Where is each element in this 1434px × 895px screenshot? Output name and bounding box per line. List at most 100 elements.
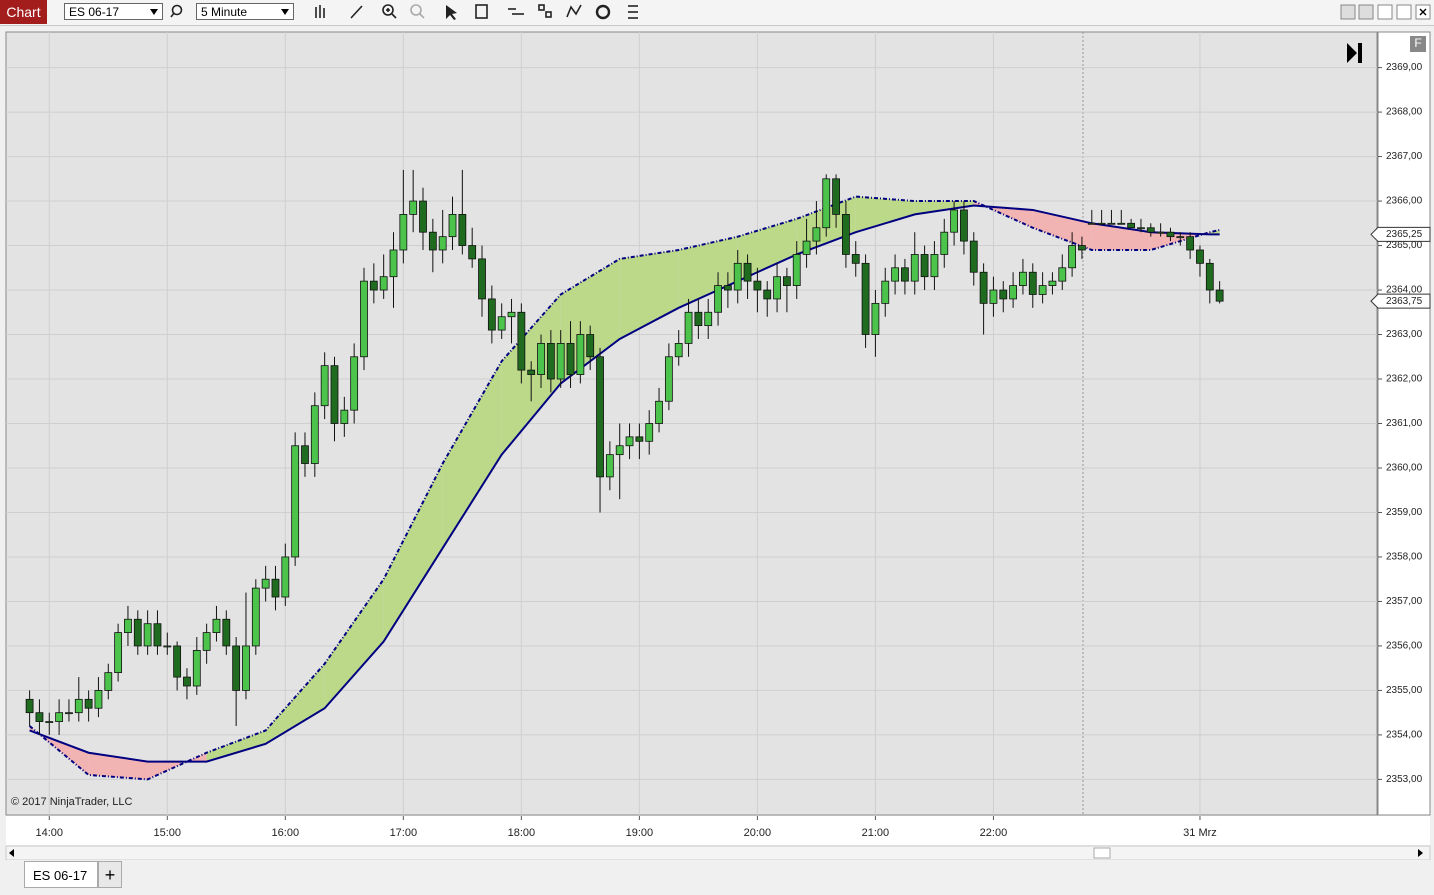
candle-body: [861, 262, 870, 335]
interval-selector[interactable]: 5 Minute: [196, 3, 294, 20]
maximize-button[interactable]: [1396, 4, 1412, 20]
cloud-fill: [206, 730, 266, 762]
cloud-fill: [88, 752, 148, 780]
candle-body: [143, 623, 152, 647]
candle-body: [281, 556, 290, 598]
candle-body: [468, 245, 477, 260]
instrument-selector[interactable]: ES 06-17: [64, 3, 163, 20]
y-tick-label: 2357,00: [1386, 596, 1423, 607]
x-tick-label: 15:00: [154, 827, 182, 839]
candle-body: [733, 262, 742, 291]
candle-body: [664, 356, 673, 402]
candle-body: [773, 276, 781, 300]
candle-body: [330, 365, 339, 424]
candle-body: [1117, 222, 1126, 225]
strategy-icon[interactable]: [538, 4, 552, 18]
candle-body: [792, 254, 801, 286]
data-box-icon[interactable]: [475, 4, 488, 19]
candle-body: [812, 227, 821, 242]
candle-body: [1176, 236, 1185, 239]
window-button[interactable]: [1358, 4, 1374, 20]
candle-body: [546, 343, 555, 380]
cloud-fill: [265, 663, 325, 744]
close-button[interactable]: [1415, 4, 1431, 20]
price-marker: [1370, 226, 1431, 242]
toolbar: Chart ES 06-17 5 Minute: [0, 0, 1434, 26]
candle-body: [596, 356, 604, 478]
list-icon[interactable]: [628, 5, 638, 19]
y-tick-label: 2358,00: [1386, 552, 1423, 563]
cloud-fill: [855, 196, 915, 233]
indicator-line: [28, 195, 1220, 781]
candle-body: [999, 289, 1008, 300]
pointer-icon[interactable]: [446, 5, 457, 20]
minimize-button[interactable]: [1377, 4, 1393, 20]
candle-body: [183, 676, 191, 687]
candle-body: [104, 672, 113, 691]
scroll-thumb[interactable]: [1093, 847, 1111, 859]
price-marker: [1370, 293, 1431, 309]
zoom-out-icon[interactable]: [410, 4, 422, 16]
candle-body: [1107, 222, 1116, 225]
properties-icon[interactable]: [508, 8, 524, 15]
candle-body: [163, 645, 172, 648]
candle-body: [930, 254, 939, 278]
candle-body: [901, 267, 909, 282]
search-icon[interactable]: [171, 4, 183, 16]
add-tab[interactable]: +: [98, 861, 122, 888]
candle-body: [1009, 285, 1018, 300]
candle-body: [684, 311, 693, 344]
candle-body: [320, 365, 329, 407]
candle-body: [84, 698, 93, 709]
candle-body: [1146, 227, 1155, 233]
scroll-to-end[interactable]: [1347, 43, 1362, 63]
candle-body: [832, 178, 840, 215]
candle-body: [202, 632, 211, 651]
candle-body: [35, 712, 44, 722]
bars-icon[interactable]: [315, 5, 325, 18]
candle-body: [763, 289, 772, 300]
y-tick-label: 2353,00: [1386, 774, 1423, 785]
candle-body: [55, 712, 64, 722]
candle-body: [153, 623, 162, 647]
candle-body: [556, 343, 565, 380]
indicator-icon[interactable]: [566, 4, 582, 18]
candle-body: [723, 285, 732, 291]
candle-body: [65, 712, 73, 715]
candle-body: [753, 280, 762, 291]
candle-body: [1087, 222, 1096, 225]
window-button[interactable]: [1340, 4, 1356, 20]
x-tick-label: 14:00: [36, 827, 64, 839]
candle-body: [419, 200, 427, 233]
y-tick-label: 2354,00: [1386, 730, 1423, 741]
copyright: © 2017 NinjaTrader, LLC: [11, 796, 132, 808]
candle-body: [645, 423, 654, 442]
candle-body: [25, 698, 34, 714]
reload-icon[interactable]: [595, 4, 611, 20]
candle-body: [487, 298, 496, 331]
candle-body: [261, 578, 270, 589]
candle-body: [576, 334, 585, 375]
candle-body: [242, 645, 250, 691]
candle-body: [871, 302, 880, 335]
candle-body: [291, 445, 300, 558]
zoom-in-icon[interactable]: [382, 4, 394, 16]
candle-body: [891, 267, 899, 282]
candle-body: [301, 445, 309, 464]
candle-body: [1038, 285, 1047, 295]
scrollbar[interactable]: [5, 845, 1431, 860]
candle-body: [428, 231, 437, 251]
candle-body: [389, 249, 398, 278]
candle-body: [566, 343, 575, 375]
f-button[interactable]: [1410, 36, 1426, 52]
candle-body: [842, 214, 850, 255]
candle-body: [537, 343, 545, 375]
candle-body: [881, 280, 890, 304]
tab[interactable]: ES 06-17: [24, 861, 98, 888]
y-tick-label: 2360,00: [1386, 463, 1423, 474]
draw-icon[interactable]: [350, 5, 363, 19]
candle-body: [989, 289, 998, 304]
candle-body: [586, 334, 595, 358]
candle-body: [1166, 231, 1175, 238]
candle-body: [1127, 222, 1136, 229]
